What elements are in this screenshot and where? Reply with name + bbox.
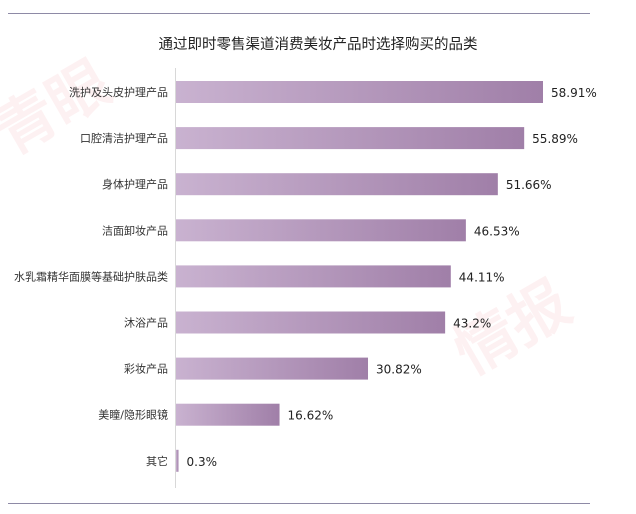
category-label: 口腔清洁护理产品 [80, 131, 168, 145]
value-label: 43.2% [453, 317, 491, 331]
value-label: 58.91% [551, 86, 597, 100]
category-label: 彩妆产品 [124, 362, 168, 376]
category-label: 美瞳/隐形眼镜 [98, 408, 168, 422]
category-label: 其它 [146, 454, 168, 468]
category-label: 沐浴产品 [124, 316, 168, 330]
bar [176, 449, 179, 472]
bar [176, 219, 466, 242]
category-label: 洁面卸妆产品 [102, 223, 168, 237]
bar [176, 403, 280, 426]
bar [176, 357, 369, 380]
value-label: 16.62% [288, 409, 334, 423]
value-label: 51.66% [506, 178, 552, 192]
bar [176, 265, 451, 288]
bar [176, 127, 525, 150]
bar [176, 311, 446, 334]
bottom-rule [8, 503, 590, 504]
category-label: 洗护及头皮护理产品 [69, 85, 168, 99]
value-label: 55.89% [532, 132, 578, 146]
category-label: 水乳霜精华面膜等基础护肤品类 [14, 269, 168, 283]
chart-title: 通过即时零售渠道消费美妆产品时选择购买的品类 [158, 37, 478, 53]
bar [176, 173, 498, 196]
category-label: 身体护理产品 [102, 177, 168, 191]
top-rule [8, 13, 590, 14]
value-label: 30.82% [376, 363, 422, 377]
bar [176, 81, 543, 103]
value-label: 0.3% [187, 455, 218, 469]
value-label: 44.11% [459, 270, 505, 284]
value-label: 46.53% [474, 224, 520, 238]
